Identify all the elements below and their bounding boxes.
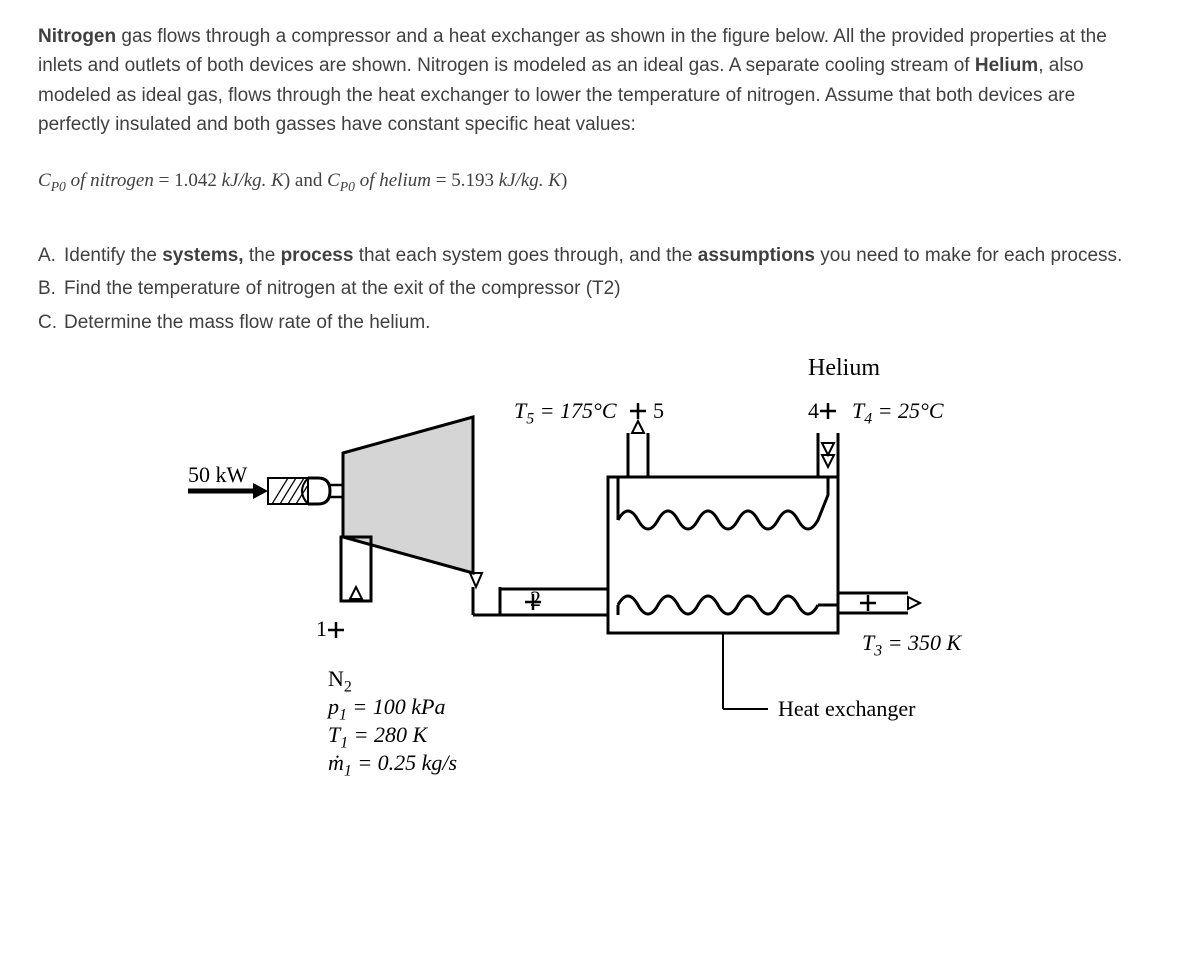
bold-nitrogen: Nitrogen (38, 26, 116, 47)
figure: Helium 50 kW Compressor T5 = 175°C 5 4 T… (168, 355, 1048, 785)
formula-line: CP0 of nitrogen = 1.042 kJ/kg. K) and CP… (38, 166, 1140, 197)
question-c: C. Determine the mass flow rate of the h… (38, 308, 1140, 337)
bold-helium: Helium (975, 55, 1038, 76)
question-a: A. Identify the systems, the process tha… (38, 241, 1140, 270)
question-list: A. Identify the systems, the process tha… (38, 241, 1140, 337)
text-seg1: gas flows through a compressor and a hea… (38, 26, 1107, 76)
figure-svg (168, 355, 1048, 785)
question-b: B. Find the temperature of nitrogen at t… (38, 274, 1140, 303)
problem-statement: Nitrogen gas flows through a compressor … (38, 22, 1140, 140)
